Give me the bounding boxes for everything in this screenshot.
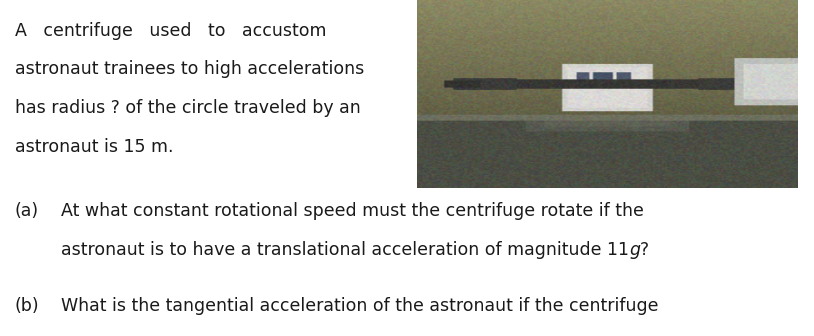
Text: (a): (a) [15,202,39,220]
Text: What is the tangential acceleration of the astronaut if the centrifuge: What is the tangential acceleration of t… [61,297,659,315]
Text: astronaut is to have a translational acceleration of magnitude 11: astronaut is to have a translational acc… [61,241,629,259]
Text: At what constant rotational speed must the centrifuge rotate if the: At what constant rotational speed must t… [61,202,644,220]
Text: (b): (b) [15,297,39,315]
Text: astronaut is 15 m.: astronaut is 15 m. [15,138,173,156]
Text: g: g [629,241,640,259]
Text: A   centrifuge   used   to   accustom: A centrifuge used to accustom [15,22,326,40]
Text: has radius ? of the circle traveled by an: has radius ? of the circle traveled by a… [15,99,361,117]
Text: ?: ? [640,241,650,259]
Text: astronaut trainees to high accelerations: astronaut trainees to high accelerations [15,60,364,79]
